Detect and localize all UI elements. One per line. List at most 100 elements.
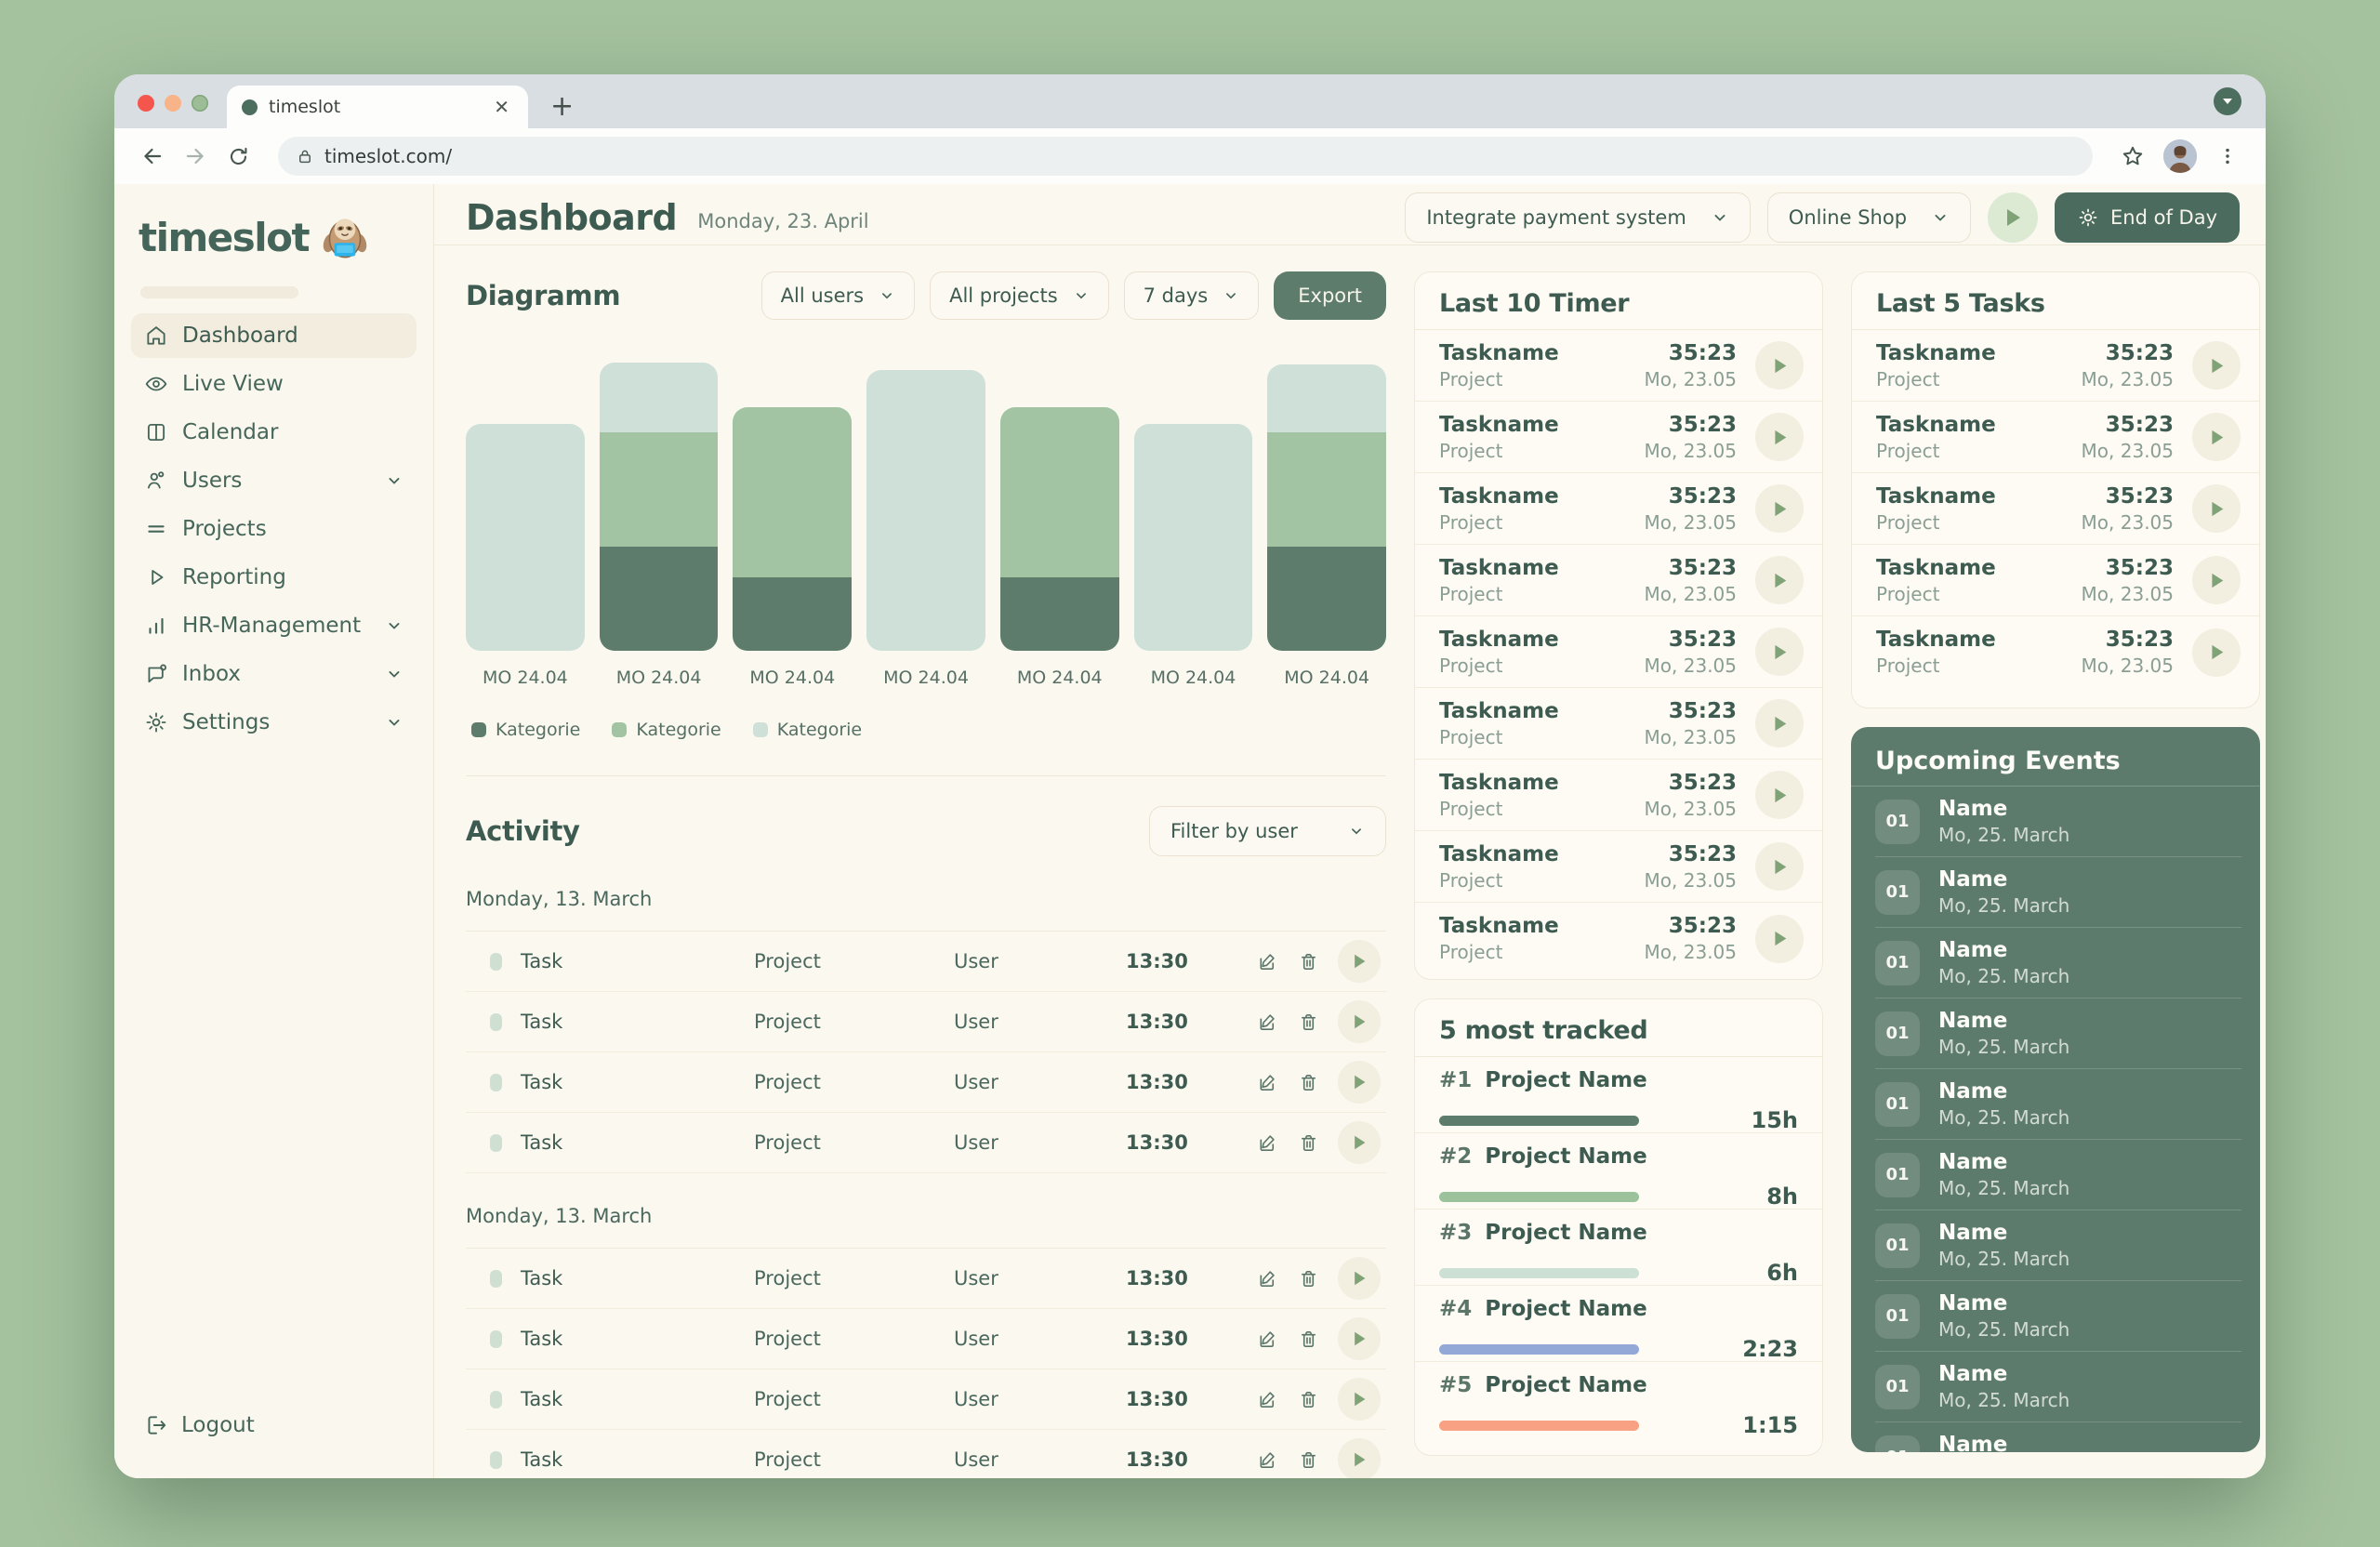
edit-button[interactable] [1247,1449,1288,1471]
row-play-button[interactable] [1338,1061,1381,1104]
event-item[interactable]: 01 Name Mo, 25. March [1875,1281,2241,1352]
sidebar-item-projects[interactable]: Projects [131,507,416,551]
timer-play-button[interactable] [1755,556,1804,604]
chart-bar[interactable] [599,363,719,651]
sidebar-item-users[interactable]: Users [131,458,416,503]
event-name: Name [1938,797,2008,821]
task-taskname: Taskname [1876,555,1996,580]
timer-play-button[interactable] [1755,914,1804,963]
delete-button[interactable] [1288,1449,1329,1471]
filter-by-user-select[interactable]: Filter by user [1149,806,1386,856]
task-play-button[interactable] [2192,413,2241,461]
tab-search-chevron-icon[interactable] [2214,87,2241,115]
sidebar-item-settings[interactable]: Settings [131,700,416,745]
row-play-button[interactable] [1338,1438,1381,1478]
forward-button[interactable] [178,139,213,174]
timer-play-button[interactable] [1755,413,1804,461]
edit-button[interactable] [1247,1072,1288,1093]
profile-avatar[interactable] [2163,139,2197,173]
sidebar-item-reporting[interactable]: Reporting [131,555,416,600]
logout-icon [148,1416,166,1435]
sidebar-item-calendar[interactable]: Calendar [131,410,416,455]
sidebar-item-dashboard[interactable]: Dashboard [131,313,416,358]
chart-bar[interactable] [466,363,585,651]
tab-title: timeslot [269,97,341,117]
event-item[interactable]: 01 Name Mo, 25. March [1875,928,2241,998]
edit-button[interactable] [1247,1329,1288,1350]
filter-all-users[interactable]: All users [760,271,916,320]
event-item[interactable]: 01 Name Mo, 25. March [1875,1352,2241,1422]
row-play-button[interactable] [1338,1378,1381,1421]
delete-button[interactable] [1288,1072,1329,1093]
edit-button[interactable] [1247,951,1288,972]
delete-button[interactable] [1288,1132,1329,1154]
sidebar-item-label: Live View [182,372,284,396]
timer-play-button[interactable] [1755,699,1804,747]
close-window-button[interactable] [138,95,154,112]
browser-tab[interactable]: timeslot ✕ [227,86,528,128]
start-timer-button[interactable] [1988,192,2039,243]
row-play-button[interactable] [1338,1317,1381,1360]
timer-play-button[interactable] [1755,628,1804,676]
logout-button[interactable]: Logout [131,1413,422,1450]
export-button[interactable]: Export [1274,271,1386,320]
delete-button[interactable] [1288,1012,1329,1033]
sidebar-item-inbox[interactable]: Inbox [131,652,416,696]
reload-button[interactable] [220,139,256,174]
delete-button[interactable] [1288,1268,1329,1289]
chart-bar[interactable] [1267,363,1387,651]
edit-button[interactable] [1247,1268,1288,1289]
new-tab-button[interactable]: + [550,90,575,123]
filter-all-projects[interactable]: All projects [930,271,1109,320]
bookmark-star-icon[interactable] [2115,139,2150,174]
activity-time: 13:30 [1126,1131,1188,1154]
sidebar-item-label: Reporting [182,565,286,589]
event-item[interactable]: 01 Name Mo, 25. March [1875,787,2241,857]
edit-button[interactable] [1247,1012,1288,1033]
delete-button[interactable] [1288,951,1329,972]
event-item[interactable]: 01 Name Mo, 25. March [1875,1422,2241,1452]
sidebar-item-live-view[interactable]: Live View [131,362,416,406]
project-select[interactable]: Online Shop [1766,192,1972,243]
event-item[interactable]: 01 Name Mo, 25. March [1875,1069,2241,1140]
edit-button[interactable] [1247,1132,1288,1154]
event-item[interactable]: 01 Name Mo, 25. March [1875,1140,2241,1210]
event-item[interactable]: 01 Name Mo, 25. March [1875,857,2241,928]
task-play-button[interactable] [2192,341,2241,390]
row-play-button[interactable] [1338,1257,1381,1300]
filter-date-range[interactable]: 7 days [1123,271,1260,320]
chart-bar[interactable] [999,363,1119,651]
tasks-column: Last 5 Tasks Taskname Project [1851,271,2260,1478]
chart-bar[interactable] [1133,363,1253,651]
event-item[interactable]: 01 Name Mo, 25. March [1875,998,2241,1069]
address-bar[interactable]: timeslot.com/ [278,137,2093,176]
task-play-button[interactable] [2192,484,2241,533]
delete-button[interactable] [1288,1329,1329,1350]
row-play-button[interactable] [1338,1000,1381,1043]
window-controls[interactable] [138,95,208,112]
logo[interactable]: timeslot [131,208,422,266]
edit-button[interactable] [1247,1389,1288,1410]
end-of-day-button[interactable]: End of Day [2055,192,2240,243]
task-play-button[interactable] [2192,628,2241,677]
delete-button[interactable] [1288,1389,1329,1410]
task-play-button[interactable] [2192,556,2241,604]
timer-taskname: Taskname [1439,483,1559,509]
browser-menu-icon[interactable] [2210,139,2245,174]
zoom-window-button[interactable] [192,95,208,112]
timer-play-button[interactable] [1755,771,1804,819]
row-play-button[interactable] [1338,940,1381,983]
task-select[interactable]: Integrate payment system [1405,192,1751,243]
chart-bar[interactable] [866,363,985,651]
tab-close-icon[interactable]: ✕ [494,96,509,118]
minimize-window-button[interactable] [165,95,181,112]
chart-bar[interactable] [733,363,853,651]
back-button[interactable] [135,139,170,174]
timer-play-button[interactable] [1755,842,1804,891]
timer-play-button[interactable] [1755,341,1804,390]
sidebar-item-hr-management[interactable]: HR-Management [131,603,416,648]
activity-project: Project [754,1131,821,1154]
row-play-button[interactable] [1338,1121,1381,1164]
event-item[interactable]: 01 Name Mo, 25. March [1875,1210,2241,1281]
timer-play-button[interactable] [1755,484,1804,533]
